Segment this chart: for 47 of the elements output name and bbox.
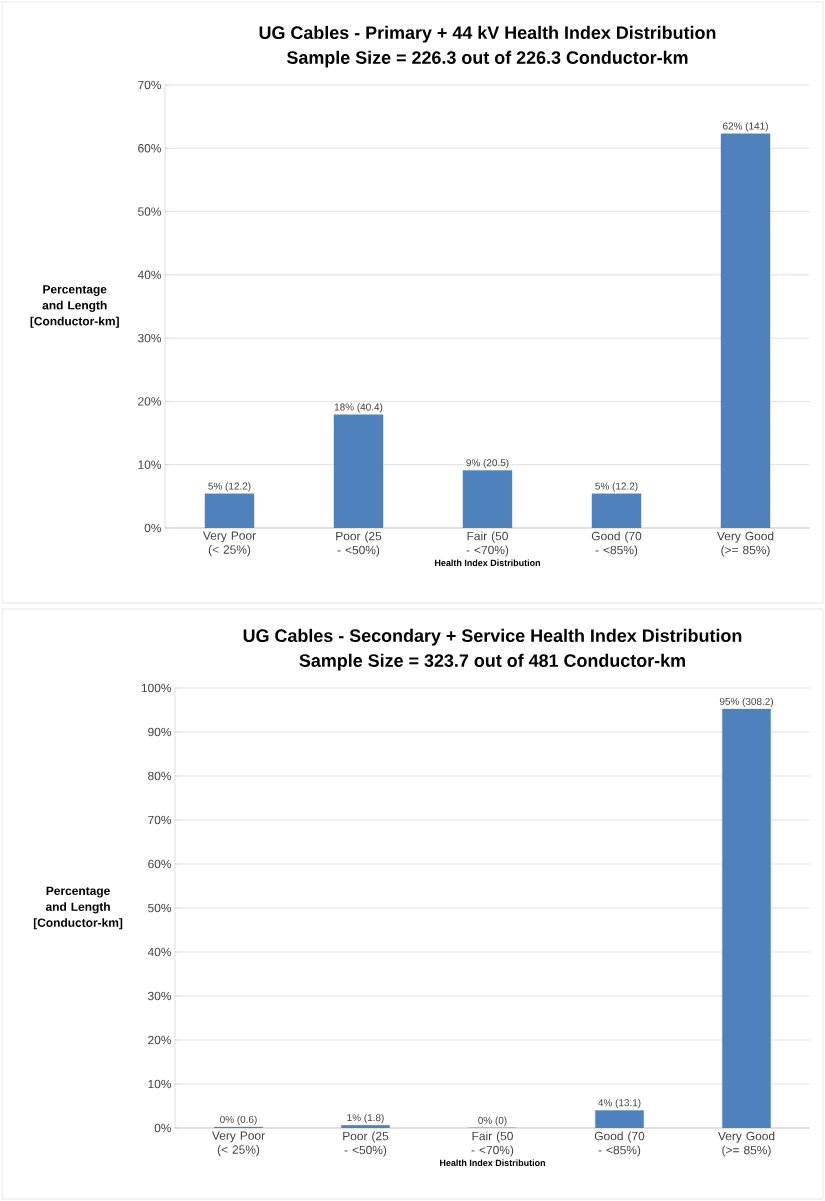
y-tick-label: 10% [138,460,162,469]
y-tick-label: 50% [138,207,162,216]
y-tick-label: 20% [138,397,162,406]
y-tick-label: 30% [148,991,172,1001]
y-tick-label: 0% [144,523,162,533]
chart-subtitle: Sample Size = 323.7 out of 481 Conductor-km [299,653,685,671]
data-label: 18% (40.4) [334,403,383,413]
data-label: 9% (20.5) [466,458,509,469]
y-tick-label: 20% [148,1035,172,1045]
y-axis-title: Percentage and Length [Conductor-km] [33,886,123,930]
x-tick-label: Fair (50 - <70%) [466,531,509,557]
x-tick-label: Very Good (>= 85%) [717,1131,775,1157]
y-tick-label: 10% [148,1079,172,1089]
x-axis-title: Health Index Distribution [440,1159,545,1167]
chart-subtitle: Sample Size = 226.3 out of 226.3 Conductor-km [286,50,688,68]
data-label: 4% (13.1) [598,1098,641,1109]
x-axis-title: Health Index Distribution [435,559,540,567]
x-tick-label: Very Poor (< 25%) [202,531,256,557]
y-tick-label: 60% [138,144,162,153]
y-axis-title: Percentage and Length [Conductor-km] [30,285,119,328]
y-tick-label: 50% [148,903,172,913]
data-label: 1% (1.8) [347,1113,384,1124]
x-tick-label: Poor (25 - <50%) [343,1131,389,1157]
x-tick-label: Good (70 - <85%) [594,1131,645,1157]
chart-title: UG Cables - Secondary + Service Health Index Distribution [243,628,742,646]
y-tick-label: 70% [138,80,162,90]
y-tick-label: 90% [148,727,172,737]
data-label: 5% (12.2) [595,482,638,492]
x-tick-label: Fair (50 - <70%) [471,1131,514,1157]
data-label: 62% (141) [723,122,768,132]
x-tick-label: Poor (25 - <50%) [336,531,382,557]
data-label: 5% (12.2) [208,482,251,492]
data-label: 95% (308.2) [719,697,774,707]
x-tick-label: Very Poor (< 25%) [211,1131,265,1157]
y-tick-label: 40% [137,270,162,280]
y-tick-label: 100% [141,683,172,693]
y-tick-label: 40% [147,947,172,957]
y-tick-label: 60% [148,859,172,869]
y-tick-label: 80% [148,771,172,781]
chart-title: UG Cables - Primary + 44 kV Health Index Distribution [259,25,716,43]
y-tick-label: 30% [138,333,162,343]
x-tick-label: Very Good (>= 85%) [716,531,774,557]
y-tick-label: 0% [154,1123,172,1133]
data-label: 0% (0) [478,1116,507,1126]
data-label: 0% (0.6) [220,1115,257,1125]
x-tick-label: Good (70 - <85%) [591,531,642,557]
y-tick-label: 70% [148,815,172,825]
